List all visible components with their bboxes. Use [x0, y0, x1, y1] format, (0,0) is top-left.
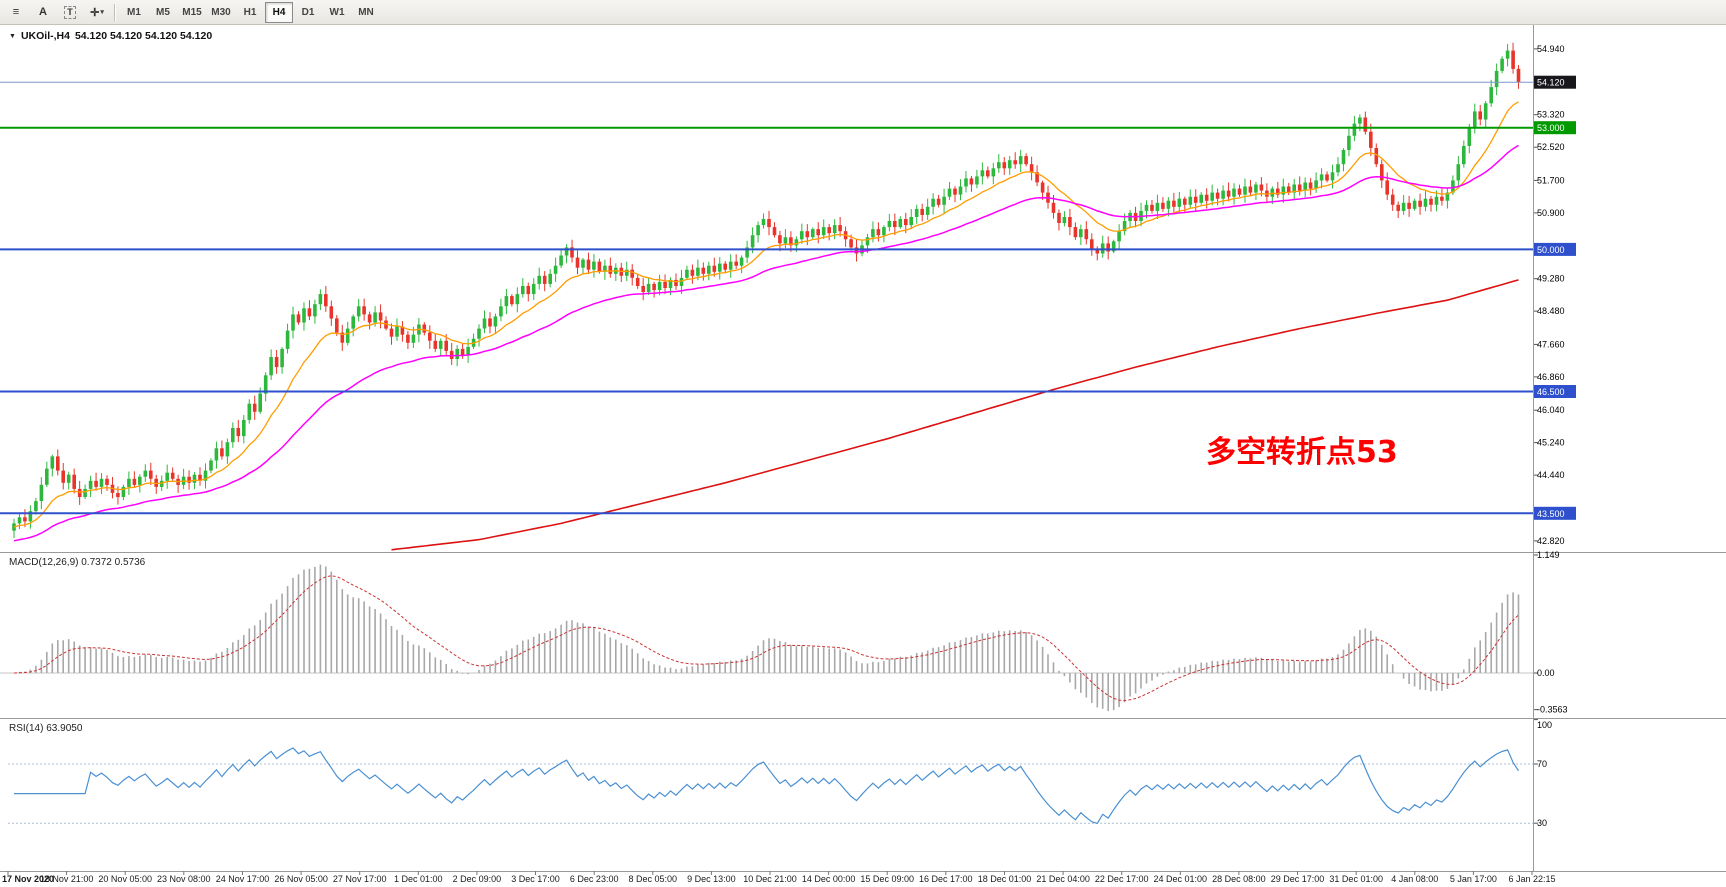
svg-text:46.040: 46.040 [1537, 405, 1565, 415]
svg-text:23 Nov 08:00: 23 Nov 08:00 [157, 874, 211, 884]
svg-text:50.000: 50.000 [1537, 245, 1565, 255]
svg-text:26 Nov 05:00: 26 Nov 05:00 [274, 874, 328, 884]
chart-annotation-text[interactable]: 多空转折点53 [1206, 435, 1398, 470]
price-badge-43.500 [1534, 506, 1576, 520]
svg-text:30: 30 [1537, 818, 1547, 828]
svg-text:100: 100 [1537, 720, 1552, 730]
svg-text:54.120: 54.120 [1537, 78, 1565, 88]
svg-text:10 Dec 21:00: 10 Dec 21:00 [743, 874, 797, 884]
svg-text:8 Dec 05:00: 8 Dec 05:00 [629, 874, 678, 884]
timeframe-button-M30[interactable]: M30 [211, 6, 231, 18]
price-badge-46.500 [1534, 385, 1576, 398]
drawing-tools-group: ≡ A T ✛ ▾ [3, 1, 110, 23]
svg-text:1.149: 1.149 [1537, 550, 1560, 560]
svg-text:21 Dec 04:00: 21 Dec 04:00 [1036, 874, 1090, 884]
svg-text:15 Dec 09:00: 15 Dec 09:00 [860, 874, 914, 884]
price-badge-50.000 [1534, 242, 1576, 256]
svg-text:2 Dec 09:00: 2 Dec 09:00 [453, 874, 502, 884]
chart-list-icon[interactable]: ≡ [12, 6, 20, 18]
svg-text:27 Nov 17:00: 27 Nov 17:00 [333, 874, 387, 884]
svg-text:9 Dec 13:00: 9 Dec 13:00 [687, 874, 736, 884]
timeframe-button-M15[interactable]: M15 [182, 6, 202, 18]
svg-text:6 Dec 23:00: 6 Dec 23:00 [570, 874, 619, 884]
text-box-tool-icon[interactable]: T [57, 1, 83, 23]
svg-text:1 Dec 01:00: 1 Dec 01:00 [394, 874, 443, 884]
svg-text:5 Jan 17:00: 5 Jan 17:00 [1450, 874, 1497, 884]
svg-text:16 Dec 17:00: 16 Dec 17:00 [919, 874, 973, 884]
annotation-letter-icon[interactable]: A [39, 6, 47, 18]
svg-text:42.820: 42.820 [1537, 536, 1565, 546]
svg-text:53.000: 53.000 [1537, 123, 1565, 133]
timeframe-button-H4[interactable]: H4 [265, 1, 293, 23]
svg-text:24 Dec 01:00: 24 Dec 01:00 [1154, 874, 1208, 884]
timeframe-button-H1[interactable]: H1 [243, 6, 257, 18]
svg-text:44.440: 44.440 [1537, 470, 1565, 480]
svg-text:45.240: 45.240 [1537, 438, 1565, 448]
svg-text:28 Dec 08:00: 28 Dec 08:00 [1212, 874, 1266, 884]
svg-text:47.660: 47.660 [1537, 339, 1565, 349]
svg-text:0.00: 0.00 [1537, 668, 1555, 678]
svg-text:3 Dec 17:00: 3 Dec 17:00 [511, 874, 560, 884]
price-chart-canvas[interactable]: 54.940 53.320 52.520 51.700 50.900 49.280 48.4… [0, 25, 1726, 887]
svg-text:51.700: 51.700 [1537, 175, 1565, 185]
svg-text:48.480: 48.480 [1537, 306, 1565, 316]
timeframes-group: M1 M5 M15 M30 H1 H4 D1 W1 MN [120, 1, 380, 23]
toolbar-separator [114, 3, 116, 21]
svg-text:4 Jan 08:00: 4 Jan 08:00 [1391, 874, 1438, 884]
cursor-tools-dropdown-icon[interactable]: ✛ ▾ [90, 6, 104, 19]
svg-text:52.520: 52.520 [1537, 142, 1565, 152]
svg-text:18 Dec 01:00: 18 Dec 01:00 [978, 874, 1032, 884]
svg-text:6 Jan 22:15: 6 Jan 22:15 [1508, 874, 1555, 884]
svg-text:18 Nov 21:00: 18 Nov 21:00 [40, 874, 94, 884]
svg-text:70: 70 [1537, 759, 1547, 769]
svg-text:46.860: 46.860 [1537, 372, 1565, 382]
svg-text:54.940: 54.940 [1537, 44, 1565, 54]
svg-text:43.500: 43.500 [1537, 509, 1565, 519]
timeframe-button-M5[interactable]: M5 [156, 6, 170, 18]
svg-text:31 Dec 01:00: 31 Dec 01:00 [1329, 874, 1383, 884]
timeframe-button-W1[interactable]: W1 [329, 6, 345, 18]
svg-text:46.500: 46.500 [1537, 387, 1565, 397]
svg-text:14 Dec 00:00: 14 Dec 00:00 [802, 874, 856, 884]
svg-text:-0.3563: -0.3563 [1537, 705, 1568, 715]
svg-text:17 Nov 2020: 17 Nov 2020 [2, 874, 54, 884]
svg-text:50.900: 50.900 [1537, 208, 1565, 218]
macd-signal-line [13, 575, 1519, 702]
svg-text:29 Dec 17:00: 29 Dec 17:00 [1271, 874, 1325, 884]
timeframe-button-D1[interactable]: D1 [301, 6, 315, 18]
svg-text:24 Nov 17:00: 24 Nov 17:00 [216, 874, 270, 884]
top-toolbar: ≡ A T ✛ ▾ M1 M5 M15 M30 H1 H4 D1 W1 MN [0, 0, 1726, 25]
svg-text:22 Dec 17:00: 22 Dec 17:00 [1095, 874, 1149, 884]
macd-histogram [13, 564, 1520, 711]
svg-text:53.320: 53.320 [1537, 110, 1565, 120]
rsi-line [14, 747, 1520, 825]
price-badge-54.120 [1534, 75, 1576, 89]
price-axis[interactable]: 54.940 53.320 52.520 51.700 50.900 49.280 48.4… [1534, 44, 1576, 828]
symbol-dropdown-icon[interactable]: ▼ [9, 32, 16, 40]
svg-text:49.280: 49.280 [1537, 274, 1565, 284]
price-badge-53.000 [1534, 121, 1576, 135]
timeframe-button-MN[interactable]: MN [358, 6, 374, 18]
timeframe-button-M1[interactable]: M1 [127, 6, 141, 18]
svg-text:20 Nov 05:00: 20 Nov 05:00 [98, 874, 152, 884]
